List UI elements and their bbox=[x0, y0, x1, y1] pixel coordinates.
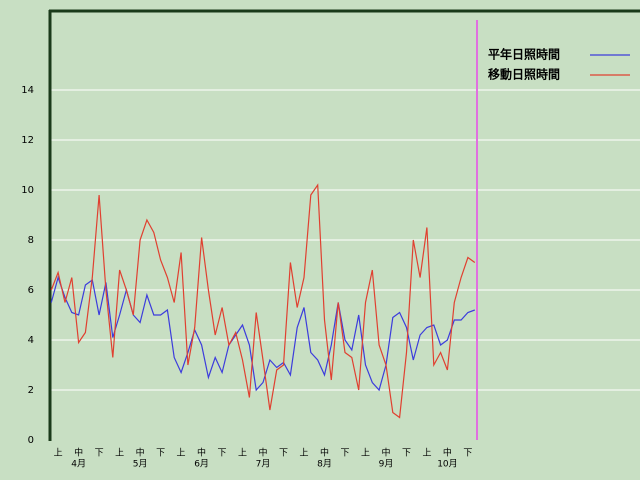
y-tick-label: 12 bbox=[21, 135, 34, 146]
x-tick-label: 上 bbox=[238, 448, 247, 459]
x-tick-label: 下 bbox=[463, 449, 472, 459]
x-tick-label: 上 bbox=[115, 448, 124, 459]
y-tick-label: 6 bbox=[28, 285, 34, 296]
x-tick-label: 上 bbox=[300, 448, 309, 459]
month-label: 4月 bbox=[71, 459, 86, 470]
y-tick-label: 8 bbox=[28, 235, 34, 246]
x-tick-label: 下 bbox=[340, 449, 349, 459]
month-label: 5月 bbox=[133, 459, 148, 470]
x-tick-label: 上 bbox=[361, 448, 370, 459]
x-tick-label: 下 bbox=[156, 449, 165, 459]
x-tick-label: 下 bbox=[218, 449, 227, 459]
x-tick-label: 中 bbox=[443, 447, 452, 459]
x-tick-label: 上 bbox=[422, 448, 431, 459]
x-tick-label: 中 bbox=[320, 447, 329, 459]
month-label: 7月 bbox=[256, 459, 271, 470]
month-label: 6月 bbox=[194, 459, 209, 470]
x-tick-label: 中 bbox=[259, 447, 268, 459]
y-tick-label: 14 bbox=[21, 85, 34, 96]
x-tick-label: 上 bbox=[54, 448, 63, 459]
x-tick-label: 中 bbox=[197, 447, 206, 459]
x-tick-label: 中 bbox=[381, 447, 390, 459]
x-tick-label: 下 bbox=[279, 449, 288, 459]
series-line bbox=[50, 183, 476, 419]
y-tick-label: 2 bbox=[28, 385, 34, 396]
month-label: 8月 bbox=[317, 459, 332, 470]
y-tick-label: 4 bbox=[28, 335, 34, 346]
month-label: 9月 bbox=[379, 459, 394, 470]
x-tick-label: 上 bbox=[177, 448, 186, 459]
x-tick-label: 下 bbox=[402, 449, 411, 459]
legend-label: 平年日照時間 bbox=[488, 47, 560, 62]
month-label: 10月 bbox=[437, 459, 457, 470]
legend-label: 移動日照時間 bbox=[488, 67, 560, 82]
y-tick-label: 0 bbox=[28, 435, 34, 446]
x-tick-label: 中 bbox=[136, 447, 145, 459]
series-line bbox=[50, 275, 476, 392]
y-tick-label: 10 bbox=[21, 185, 34, 196]
x-tick-label: 下 bbox=[95, 449, 104, 459]
x-tick-label: 中 bbox=[74, 447, 83, 459]
